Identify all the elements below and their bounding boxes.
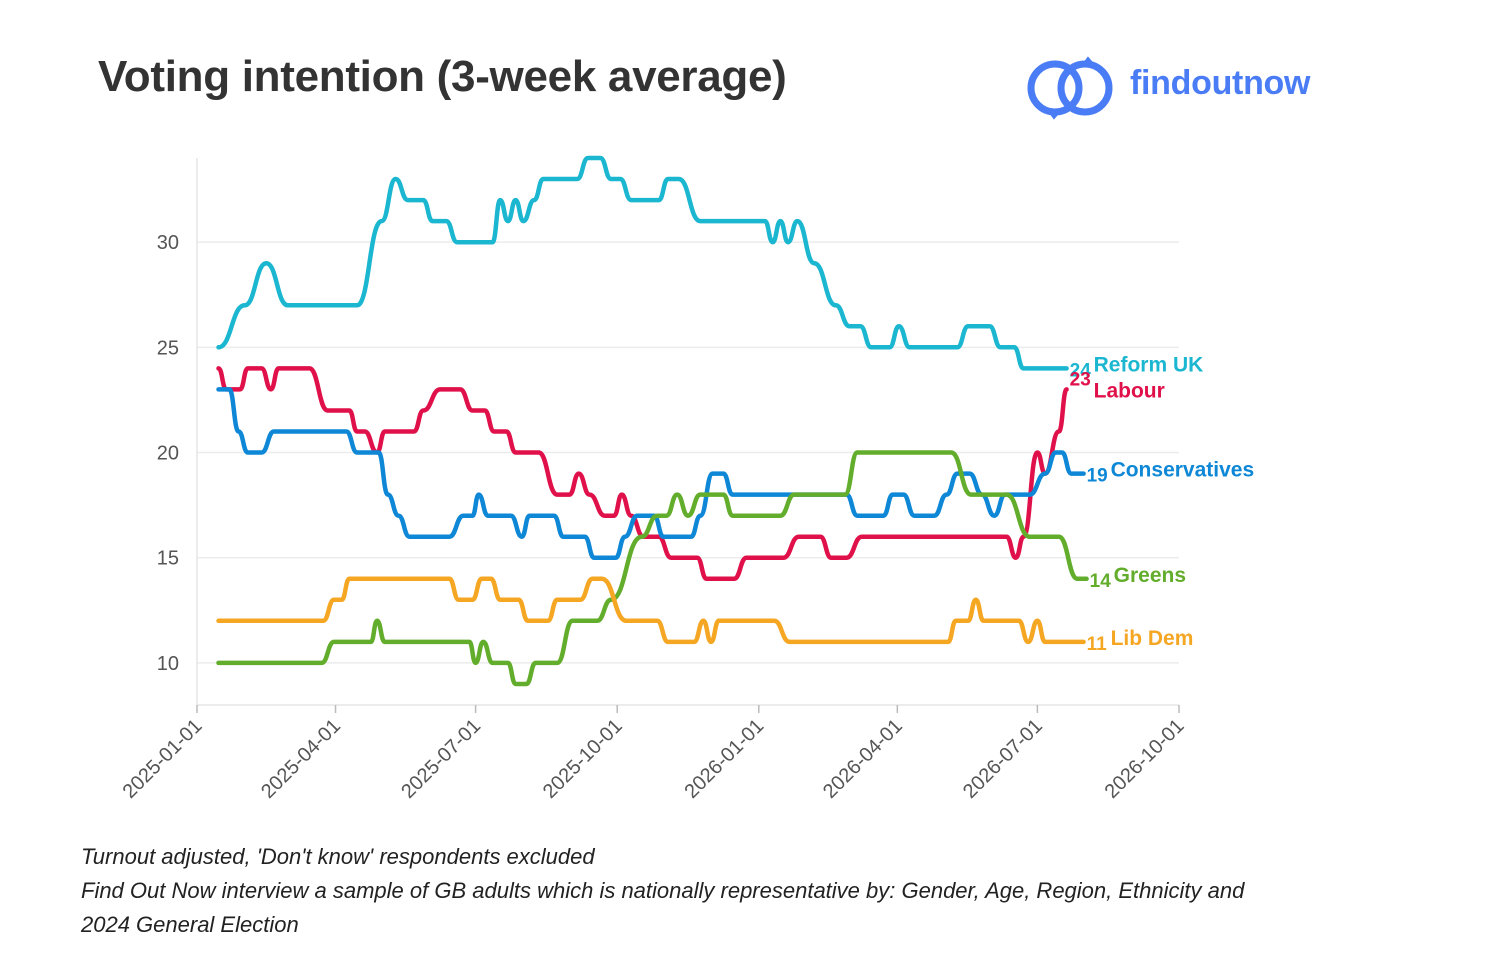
y-tick-label: 10 [157, 653, 179, 675]
y-tick-label: 20 [157, 443, 179, 465]
end-value-label: 19 [1087, 466, 1108, 487]
footnote-line: Turnout adjusted, 'Don't know' responden… [81, 844, 595, 869]
x-tick-label: 2026-04-01 [819, 715, 907, 803]
x-tick-label: 2026-10-01 [1101, 715, 1189, 803]
x-tick-label: 2025-07-01 [397, 715, 485, 803]
page-title: Voting intention (3-week average) [98, 52, 787, 101]
x-tick-label: 2026-07-01 [959, 715, 1047, 803]
brand-logo: findoutnow [1026, 56, 1356, 120]
brand-name: findoutnow [1130, 64, 1311, 102]
series-line-greens [216, 450, 1089, 687]
y-tick-label: 25 [157, 337, 179, 359]
series-name-label: Conservatives [1111, 459, 1255, 482]
series-name-label: Greens [1114, 564, 1186, 587]
footnote-line: Find Out Now interview a sample of GB ad… [81, 878, 1245, 903]
series-line-lib-dem [216, 576, 1086, 645]
x-tick-label: 2025-01-01 [119, 715, 207, 803]
series-name-label: Reform UK [1094, 353, 1204, 376]
footnotes: Turnout adjusted, 'Don't know' responden… [81, 840, 1481, 942]
series-name-label: Lib Dem [1111, 627, 1194, 650]
series-line-conservatives [216, 387, 1086, 560]
x-tick-label: 2025-04-01 [257, 715, 345, 803]
end-value-label: 24 [1070, 360, 1092, 381]
series-name-label: Labour [1094, 379, 1165, 402]
y-tick-label: 15 [157, 548, 179, 570]
series-line-labour [216, 366, 1069, 582]
series-line-reform-uk [216, 155, 1069, 371]
footnote-line: 2024 General Election [81, 912, 299, 937]
end-value-label: 11 [1087, 634, 1108, 655]
x-tick-label: 2026-01-01 [680, 715, 768, 803]
y-tick-label: 30 [157, 232, 179, 254]
end-value-label: 23 [1070, 369, 1091, 390]
end-value-label: 14 [1090, 571, 1112, 592]
linked-rings-icon [1027, 56, 1113, 120]
x-tick-label: 2025-10-01 [539, 715, 627, 803]
